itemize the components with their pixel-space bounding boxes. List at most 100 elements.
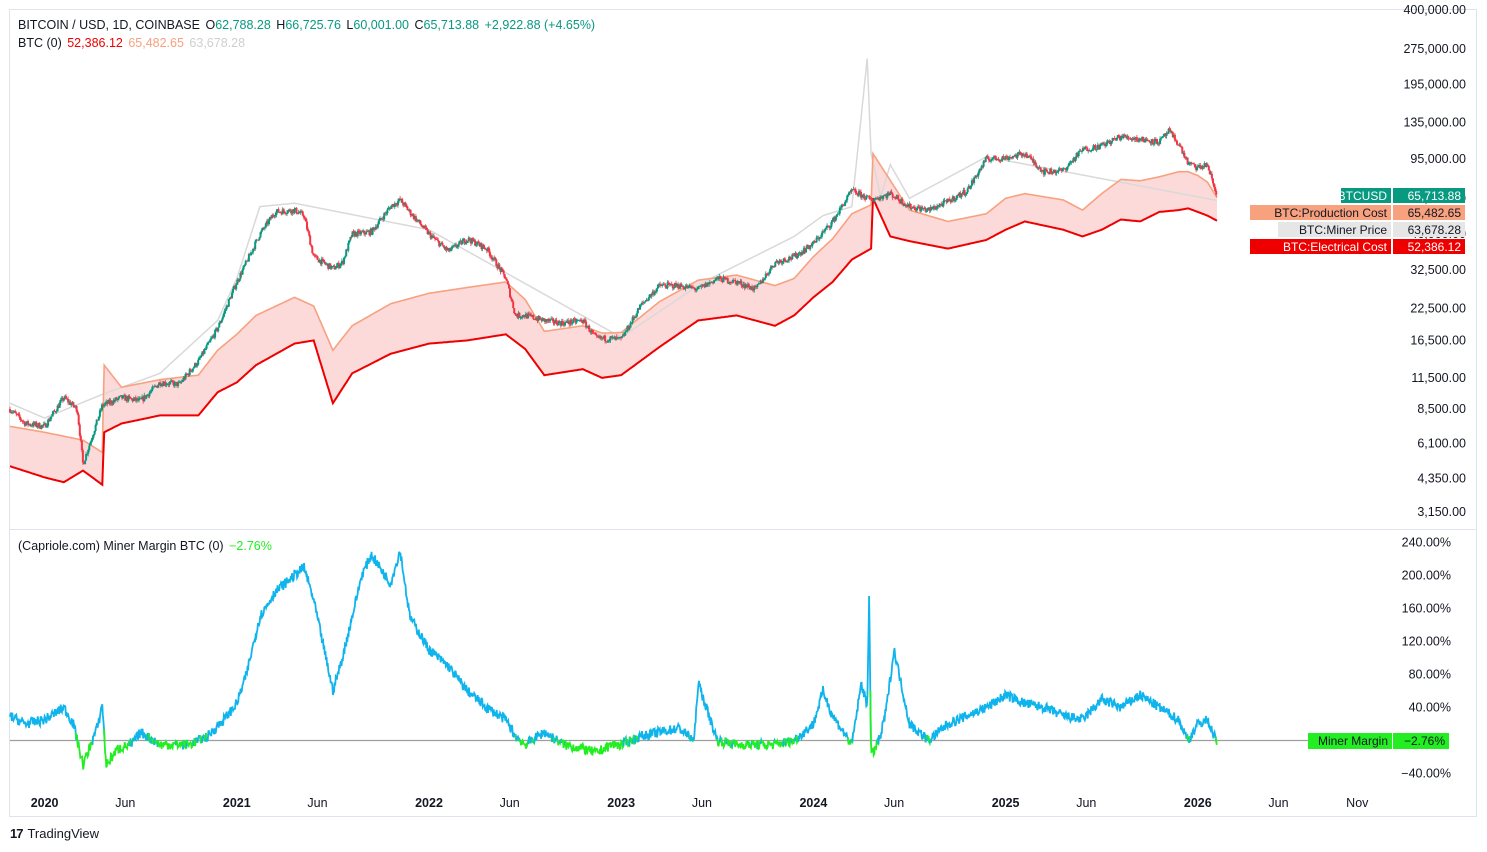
candle [715, 278, 718, 280]
candle [151, 386, 154, 390]
candle [585, 321, 588, 328]
candle [1062, 168, 1065, 170]
candle [593, 332, 596, 334]
candle [636, 308, 639, 314]
candle [179, 382, 182, 383]
candle [84, 460, 87, 465]
candle [588, 325, 591, 332]
candle [1065, 169, 1067, 171]
candle [779, 260, 782, 262]
candle [318, 260, 321, 263]
candle [648, 294, 651, 299]
margin-indicator-legend[interactable]: (Capriole.com) Miner Margin BTC (0) −2.7… [18, 539, 274, 553]
candle [30, 425, 33, 427]
candle [698, 286, 701, 288]
candle [722, 276, 725, 283]
candle [541, 318, 544, 322]
btc-indicator-legend[interactable]: BTC (0) 52,386.12 65,482.65 63,678.28 [18, 36, 247, 50]
candle [47, 419, 50, 426]
tradingview-brand: TradingView [27, 826, 100, 841]
candle [747, 284, 750, 288]
candle [506, 280, 509, 285]
margin-indicator-name: (Capriole.com) Miner Margin BTC (0) [18, 539, 224, 553]
candle [864, 198, 867, 200]
candle [742, 284, 745, 287]
price-label-name: BTC:Miner Price [1299, 223, 1387, 237]
candle [1069, 162, 1072, 164]
candle [28, 424, 30, 425]
candle [252, 248, 255, 253]
candle [590, 330, 593, 333]
candle [786, 261, 788, 263]
candle [532, 315, 535, 319]
candle [339, 263, 342, 266]
candle [924, 208, 927, 212]
candle [1021, 153, 1024, 156]
candle [954, 200, 957, 201]
candle [816, 237, 819, 239]
candle [346, 249, 349, 251]
margin-line-positive [797, 685, 850, 743]
candle [571, 322, 574, 324]
candle [371, 227, 374, 235]
candle [1111, 138, 1114, 142]
candle [237, 279, 240, 282]
candle [984, 157, 987, 162]
candle [853, 189, 856, 190]
margin-line-positive [205, 551, 518, 742]
candle [299, 211, 302, 213]
candle [20, 419, 23, 421]
candle [434, 237, 436, 239]
tradingview-logo[interactable]: 17 TradingView [10, 826, 99, 841]
candle [232, 289, 234, 293]
price-label-name-bg [1341, 188, 1391, 203]
price-label-value: 63,678.28 [1408, 223, 1462, 237]
candle [271, 215, 274, 219]
candle [337, 263, 340, 268]
candle [892, 197, 895, 198]
candle [453, 245, 455, 247]
candle [1151, 139, 1154, 144]
candle [610, 336, 613, 338]
candle [333, 265, 336, 270]
price-label-value-bg [1393, 205, 1465, 220]
candle [599, 336, 602, 339]
candle [420, 223, 423, 226]
candle [968, 185, 971, 189]
candle [286, 212, 288, 214]
candle [1088, 150, 1091, 152]
candle [829, 227, 832, 228]
candle [340, 260, 343, 264]
candle [854, 189, 857, 194]
candle [296, 213, 299, 215]
candle [1162, 136, 1165, 137]
candle [946, 198, 949, 203]
candle [437, 239, 440, 242]
candle [1142, 136, 1145, 142]
candle [344, 256, 347, 258]
candle [631, 317, 634, 323]
candle [969, 185, 972, 189]
candle [1135, 137, 1138, 141]
candle [490, 256, 492, 258]
candle [484, 248, 487, 250]
candle [1187, 163, 1190, 165]
candle [355, 232, 358, 237]
candle [25, 421, 28, 424]
high-value: 66,725.76 [285, 18, 341, 32]
candle [388, 207, 391, 209]
candle [981, 166, 984, 168]
candle [310, 245, 313, 247]
margin-line-negative [186, 739, 195, 750]
candle [235, 284, 238, 289]
candle [35, 422, 38, 427]
candle [48, 419, 51, 422]
candle [953, 196, 955, 201]
candle [1079, 150, 1082, 152]
margin-line-negative [518, 737, 530, 749]
candle [94, 424, 97, 432]
candle [1181, 147, 1184, 154]
candle [276, 209, 279, 212]
candle [405, 204, 408, 207]
candle [1156, 139, 1158, 145]
